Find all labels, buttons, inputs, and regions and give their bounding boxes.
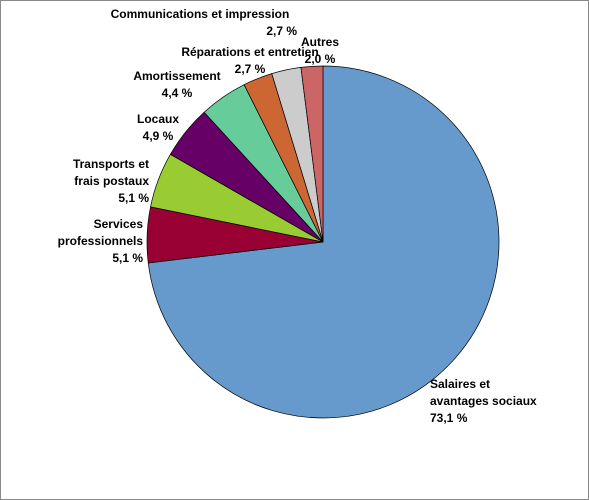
slice-value-label: 4,9 % (143, 129, 174, 143)
slice-value-label: 5,1 % (112, 251, 143, 265)
pie-slice (300, 65, 324, 243)
slice-label: Services professionnels (58, 217, 144, 248)
slice-label: Réparations et entretien (181, 45, 318, 59)
slice-label: Autres (301, 35, 339, 49)
slice-value-label: 2,7 % (235, 62, 266, 76)
slice-value-label: 5,1 % (118, 191, 149, 205)
slice-label: Transports et frais postaux (73, 157, 149, 188)
slice-value-label: 2,7 % (266, 24, 297, 38)
slice-label: Amortissement (133, 69, 220, 83)
slice-value-label: 4,4 % (162, 86, 193, 100)
slice-label: Communications et impression (111, 7, 290, 21)
slice-label: Locaux (137, 112, 179, 126)
slice-value-label: 2,0 % (305, 52, 336, 66)
slice-label: Salaires et avantages sociaux (430, 377, 537, 408)
pie-slice (147, 65, 500, 419)
slice-value-label: 73,1 % (430, 411, 468, 425)
